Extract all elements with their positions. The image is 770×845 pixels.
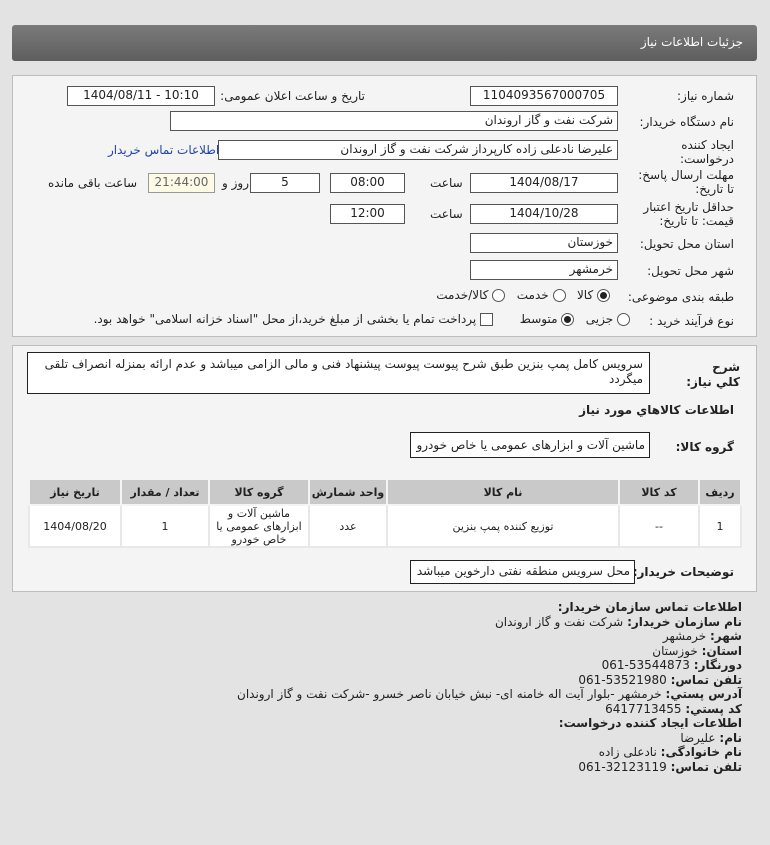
contact-phone: 53521980-061 [578,672,667,687]
col-code-header: کد کالا [618,478,700,506]
col-row-header: ردیف [698,478,742,506]
buyer-notes-field: محل سرویس منطقه نفتی دارخوین میباشد [410,560,635,584]
days-label: روز و [222,176,249,190]
col-qty-header: تعداد / مقدار [120,478,210,506]
need-number-field[interactable]: 1104093567000705 [470,86,618,106]
goods-group-label: گروه کالا: [675,440,734,454]
contact-org: شرکت نفت و گاز اروندان [494,614,624,629]
cell-code: -- [618,504,700,548]
cell-name: توزیع کننده پمپ بنزین [386,504,620,548]
creator-field[interactable]: علیرضا نادعلی زاده کارپرداز شرکت نفت و گ… [218,140,618,160]
deadline-date-field[interactable]: 1404/08/17 [470,173,618,193]
treasury-checkbox[interactable] [480,312,494,326]
contact-postal: 6417713455 [605,701,682,716]
buyer-notes-label: توضیحات خریدار: [632,565,734,579]
col-group-header: گروه کالا [208,478,310,506]
cell-row: 1 [698,504,742,548]
deadline-time-field[interactable]: 08:00 [330,173,405,193]
process-minor-radio[interactable]: جزیی [586,312,630,326]
creator-label: ایجاد کننده درخواست: [680,138,734,166]
buyer-contact-link[interactable]: اطلاعات تماس خریدار [108,143,220,157]
validity-label: حداقل تاریخ اعتبار قیمت: تا تاریخ: [643,200,734,228]
buyer-contact-info: اطلاعات تماس سازمان خریدار: نام سازمان خ… [237,600,742,774]
col-name-header: نام کالا [386,478,620,506]
contact-city: خرمشهر [662,629,707,643]
goods-heading: اطلاعات کالاهاي مورد نیاز [579,403,734,417]
category-service-radio[interactable]: خدمت [517,288,566,302]
cell-qty: 1 [120,504,210,548]
cell-unit: عدد [308,504,388,548]
page-header: جزئیات اطلاعات نیاز [12,25,757,61]
creator-phone: 32123119-061 [578,759,667,774]
payment-note: پرداخت تمام یا بخشی از مبلغ خرید،از محل … [93,312,477,326]
deadline-label: مهلت ارسال پاسخ: تا تاریخ: [638,168,734,196]
cell-date: 1404/08/20 [28,504,122,548]
category-radio-group: کالا خدمت کالا/خدمت [436,288,610,302]
remaining-time-field: 21:44:00 [148,173,215,193]
description-field: سرویس کامل پمپ بنزین طبق شرح پیوست پیوست… [27,352,650,394]
col-unit-header: واحد شمارش [308,478,388,506]
days-field[interactable]: 5 [250,173,320,193]
category-label: طبقه بندی موضوعی: [627,290,734,304]
category-goods-radio[interactable]: کالا [577,288,610,302]
category-both-radio[interactable]: کالا/خدمت [436,288,506,302]
contact-fax: 53544873-061 [601,658,690,672]
description-label: شرح کلي نیاز: [686,360,740,389]
process-medium-radio[interactable]: متوسط [520,312,575,326]
remaining-label: ساعت باقی مانده [48,176,138,190]
city-field[interactable]: خرمشهر [470,260,618,280]
validity-time-field[interactable]: 12:00 [330,204,405,224]
deadline-time-label: ساعت [430,176,463,190]
col-date-header: تاریخ نیاز [28,478,122,506]
creator-family: نادعلی زاده [598,745,657,759]
need-number-label: شماره نیاز: [677,89,734,103]
validity-date-field[interactable]: 1404/10/28 [470,204,618,224]
announce-label: تاریخ و ساعت اعلان عمومی: [220,89,365,103]
page-title: جزئیات اطلاعات نیاز [640,35,743,49]
process-label: نوع فرآیند خرید : [649,314,734,328]
validity-time-label: ساعت [430,207,463,221]
announce-field[interactable]: 1404/08/11 - 10:10 [67,86,215,106]
cell-group: ماشین آلات و ابزارهای عمومی یا خاص خودرو [208,504,310,548]
creator-heading: اطلاعات ایجاد کننده درخواست: [558,716,742,730]
province-label: استان محل تحویل: [639,237,734,251]
table-row: 1 -- توزیع کننده پمپ بنزین عدد ماشین آلا… [28,504,742,548]
buyer-org-label: نام دستگاه خریدار: [639,115,735,129]
city-label: شهر محل تحویل: [647,264,734,278]
buyer-org-field[interactable]: شرکت نفت و گاز اروندان [170,111,618,131]
contact-heading: اطلاعات تماس سازمان خریدار: [557,600,742,614]
goods-table: ردیف کد کالا نام کالا واحد شمارش گروه کا… [28,478,742,548]
creator-name: علیرضا [680,730,716,745]
contact-address: خرمشهر -بلوار آیت اله خامنه ای- نبش خیاب… [237,687,662,701]
contact-province: خوزستان [652,643,698,658]
process-radio-group: جزیی متوسط پرداخت تمام یا بخشی از مبلغ خ… [94,312,630,326]
goods-group-field: ماشین آلات و ابزارهای عمومی یا خاص خودرو [410,432,650,458]
table-header-row: ردیف کد کالا نام کالا واحد شمارش گروه کا… [28,478,742,506]
province-field[interactable]: خوزستان [470,233,618,253]
